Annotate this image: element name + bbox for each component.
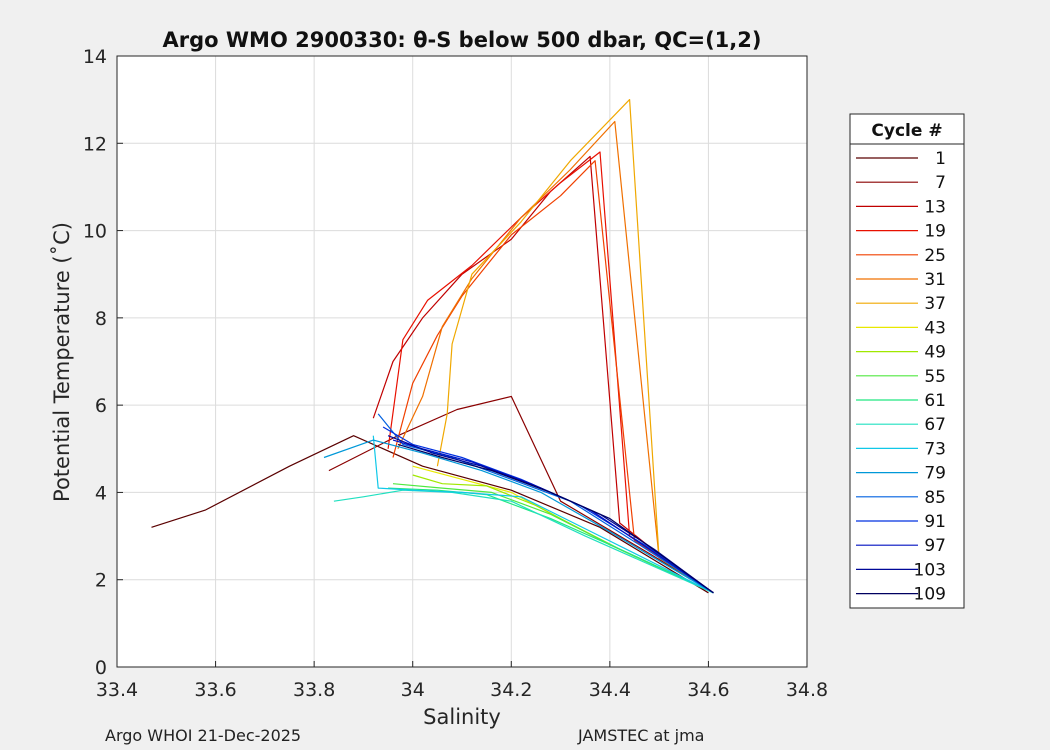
plot-area bbox=[117, 56, 807, 667]
legend-label-cycle-55: 55 bbox=[924, 367, 946, 387]
legend-label-cycle-91: 91 bbox=[924, 512, 946, 532]
footer-source: Argo WHOI 21-Dec-2025 bbox=[105, 726, 302, 745]
series-line-cycle-91 bbox=[382, 426, 714, 594]
y-tick-label: 10 bbox=[83, 221, 107, 243]
x-tick-label: 34.6 bbox=[687, 679, 729, 701]
legend-label-cycle-49: 49 bbox=[924, 343, 946, 363]
series-line-cycle-109 bbox=[397, 443, 714, 594]
footer-credit: JAMSTEC at jma bbox=[578, 726, 705, 745]
y-axis-ticks: 0 2 4 6 8 10 12 14 bbox=[83, 46, 123, 679]
y-axis-label: Potential Temperature (˚C) bbox=[50, 222, 74, 502]
x-axis-label: Salinity bbox=[423, 705, 501, 729]
legend: Cycle # 1 7 13 19 25 31 37 43 49 55 61 67 73 79 85 91 97… bbox=[849, 113, 965, 609]
series-line-cycle-73 bbox=[372, 435, 714, 594]
x-tick-label: 34 bbox=[401, 679, 425, 701]
legend-label-cycle-85: 85 bbox=[924, 488, 946, 508]
legend-label-cycle-97: 97 bbox=[924, 536, 946, 556]
legend-label-cycle-31: 31 bbox=[924, 270, 946, 290]
legend-label-cycle-79: 79 bbox=[924, 464, 946, 484]
legend-label-cycle-13: 13 bbox=[924, 197, 946, 217]
legend-label-cycle-37: 37 bbox=[924, 294, 946, 314]
legend-label-cycle-25: 25 bbox=[924, 246, 946, 266]
x-tick-label: 34.2 bbox=[490, 679, 532, 701]
y-tick-label: 2 bbox=[95, 570, 107, 592]
legend-title: Cycle # bbox=[871, 121, 942, 141]
legend-box bbox=[849, 113, 965, 609]
legend-label-cycle-19: 19 bbox=[924, 222, 946, 242]
legend-label-cycle-73: 73 bbox=[924, 439, 946, 459]
legend-label-cycle-61: 61 bbox=[924, 391, 946, 411]
y-tick-label: 12 bbox=[83, 133, 107, 155]
y-tick-label: 0 bbox=[95, 657, 107, 679]
legend-label-cycle-1: 1 bbox=[935, 149, 946, 169]
legend-entries: 1 7 13 19 25 31 37 43 49 55 61 67 73 79 85 91 97 103 109 bbox=[856, 149, 946, 605]
data-series bbox=[151, 98, 714, 594]
series-line-cycle-7 bbox=[328, 395, 714, 594]
chart-title: Argo WMO 2900330: θ-S below 500 dbar, QC… bbox=[163, 28, 762, 52]
series-line-cycle-37 bbox=[436, 98, 714, 594]
legend-label-cycle-43: 43 bbox=[924, 318, 946, 338]
legend-label-cycle-109: 109 bbox=[914, 585, 946, 605]
x-tick-label: 33.6 bbox=[194, 679, 236, 701]
grid-lines bbox=[116, 55, 808, 668]
series-line-cycle-31 bbox=[397, 120, 714, 594]
y-tick-label: 14 bbox=[83, 46, 107, 68]
series-line-cycle-103 bbox=[387, 435, 714, 594]
series-line-cycle-1 bbox=[151, 435, 709, 594]
y-tick-label: 8 bbox=[95, 308, 107, 330]
series-line-cycle-61 bbox=[388, 487, 714, 594]
y-tick-label: 6 bbox=[95, 395, 107, 417]
x-tick-label: 33.8 bbox=[293, 679, 335, 701]
y-tick-label: 4 bbox=[95, 482, 107, 504]
plot-frame bbox=[116, 55, 808, 668]
series-line-cycle-25 bbox=[392, 160, 714, 594]
legend-label-cycle-103: 103 bbox=[914, 560, 946, 580]
legend-label-cycle-67: 67 bbox=[924, 415, 946, 435]
x-tick-label: 34.4 bbox=[589, 679, 631, 701]
x-tick-label: 33.4 bbox=[96, 679, 138, 701]
x-axis-ticks: 33.4 33.6 33.8 34 34.2 34.4 34.6 34.8 bbox=[96, 661, 828, 701]
series-line-cycle-79 bbox=[323, 439, 714, 594]
series-line-cycle-85 bbox=[377, 413, 714, 594]
legend-label-cycle-7: 7 bbox=[935, 173, 946, 193]
x-tick-label: 34.8 bbox=[786, 679, 828, 701]
